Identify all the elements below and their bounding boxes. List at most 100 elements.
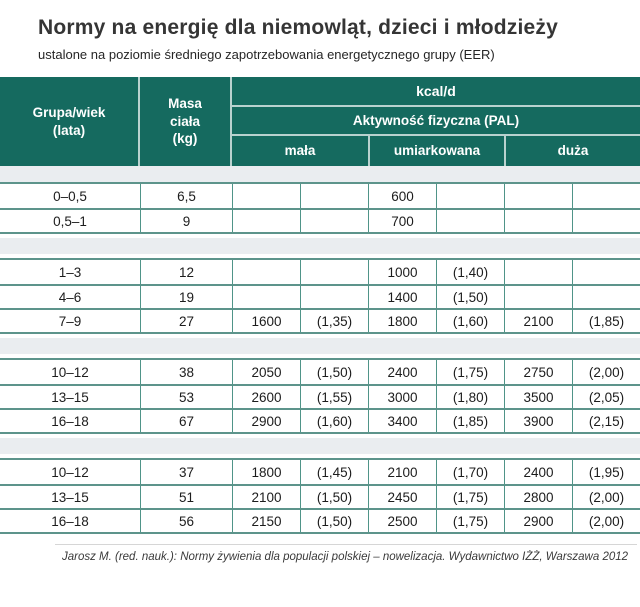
section-separator: [0, 438, 640, 454]
table-cell: 600: [368, 184, 436, 208]
header-group-line2: (lata): [52, 122, 86, 138]
table-cell: 2400: [368, 360, 436, 384]
table-cell: [436, 208, 504, 232]
table-cell: 1800: [232, 460, 300, 484]
citation: Jarosz M. (red. nauk.): Normy żywienia d…: [61, 551, 629, 563]
header-activity-high: duża: [504, 136, 640, 166]
table-cell: 6,5: [140, 184, 232, 208]
table-cell: 7–9: [0, 308, 140, 332]
header-activity-moderate: umiarkowana: [368, 136, 504, 166]
header-mass-line3: (kg): [172, 131, 198, 147]
header-mass-line2: ciała: [169, 113, 201, 129]
table-section-1: 1–3 12 1000 (1,40) 4–6 19 1400 (1,50) 7–9 27 1600(…: [0, 258, 640, 334]
table-cell: [572, 260, 640, 284]
table-cell: [504, 260, 572, 284]
table-cell: 2100: [368, 460, 436, 484]
table-cell: [572, 184, 640, 208]
table-cell: [232, 260, 300, 284]
table-cell: 2750: [504, 360, 572, 384]
table-cell: 3400: [368, 408, 436, 432]
table-cell: 2100: [232, 484, 300, 508]
table-cell: [232, 184, 300, 208]
table-cell: (2,05): [572, 384, 640, 408]
table-cell: [504, 184, 572, 208]
table-cell: 19: [140, 284, 232, 308]
table-cell: [300, 260, 368, 284]
table-cell: (1,55): [300, 384, 368, 408]
table-cell: 3000: [368, 384, 436, 408]
table-cell: (2,15): [572, 408, 640, 432]
table-cell: 3900: [504, 408, 572, 432]
table-cell: (1,40): [436, 260, 504, 284]
header-group-line1: Grupa/wiek: [32, 104, 106, 120]
table-cell: (1,75): [436, 484, 504, 508]
header-body-mass: Masa ciała (kg): [140, 77, 232, 166]
table-cell: [572, 208, 640, 232]
table-cell: 10–12: [51, 364, 89, 380]
table-cell: 4–6: [0, 284, 140, 308]
page: Normy na energię dla niemowląt, dzieci i…: [0, 16, 640, 607]
table-cell: (1,60): [300, 408, 368, 432]
table-cell: 2900: [504, 508, 572, 532]
header-activity-low: mała: [284, 143, 316, 159]
table-section-3: 10–12 37 1800 (1,45) 2100 (1,70) 2400 (1,95) 13–…: [0, 458, 640, 534]
table-cell: 37: [140, 460, 232, 484]
table-cell: 3500: [504, 384, 572, 408]
header-group-age: Grupa/wiek (lata): [0, 77, 140, 166]
table-cell: 2600: [232, 384, 300, 408]
table-cell: [436, 184, 504, 208]
table-cell: 2400: [504, 460, 572, 484]
table-cell: 51: [140, 484, 232, 508]
table-cell: (1,85): [436, 408, 504, 432]
table-cell: [232, 208, 300, 232]
table-cell: 1–3: [58, 264, 82, 280]
table-cell: 2450: [368, 484, 436, 508]
table-cell: (1,50): [300, 508, 368, 532]
table-cell: 0,5–1: [0, 208, 140, 232]
table-cell: 2150: [232, 508, 300, 532]
section-separator: [0, 238, 640, 254]
table-cell: 1800: [368, 308, 436, 332]
table-cell: (1,45): [300, 460, 368, 484]
table-cell: 56: [140, 508, 232, 532]
table-cell: (2,00): [572, 484, 640, 508]
table-cell: 2500: [368, 508, 436, 532]
section-separator: [0, 166, 640, 182]
header-mass-line1: Masa: [168, 96, 202, 112]
header-kcal-per-day: kcal/d: [232, 77, 640, 107]
table-cell: 2100: [504, 308, 572, 332]
table-cell: (1,75): [436, 508, 504, 532]
table-cell: 16–18: [0, 408, 140, 432]
table-cell: 27: [140, 308, 232, 332]
table-cell: 53: [140, 384, 232, 408]
table-cell: 9: [140, 208, 232, 232]
table-cell: 13–15: [0, 384, 140, 408]
table-cell: [504, 284, 572, 308]
table-cell: 16–18: [0, 508, 140, 532]
table-cell: 2900: [232, 408, 300, 432]
table-cell: (1,60): [436, 308, 504, 332]
table-cell: (1,80): [436, 384, 504, 408]
table-cell: 2050: [232, 360, 300, 384]
table-cell: (1,95): [572, 460, 640, 484]
table-cell: (1,50): [300, 484, 368, 508]
table-cell: (2,00): [572, 508, 640, 532]
table-cell: [300, 284, 368, 308]
page-title: Normy na energię dla niemowląt, dzieci i…: [38, 16, 558, 39]
table-cell: [572, 284, 640, 308]
table-cell: 0–0,5: [53, 188, 87, 204]
table-body: 0–0,5 6,5 600 0,5–1 9 700 1–3 12 1000 (1,40) 4–6 19…: [0, 166, 640, 534]
table-cell: (1,75): [436, 360, 504, 384]
table-cell: 12: [140, 260, 232, 284]
table-cell: 10–12: [51, 464, 89, 480]
table-cell: (2,00): [572, 360, 640, 384]
table-cell: 67: [140, 408, 232, 432]
table-section-0: 0–0,5 6,5 600 0,5–1 9 700: [0, 182, 640, 234]
table-cell: (1,50): [436, 284, 504, 308]
section-separator: [0, 338, 640, 354]
table-cell: [300, 184, 368, 208]
table-cell: [300, 208, 368, 232]
footer-divider: [55, 544, 637, 545]
table-cell: (1,70): [436, 460, 504, 484]
table-cell: 1600: [232, 308, 300, 332]
